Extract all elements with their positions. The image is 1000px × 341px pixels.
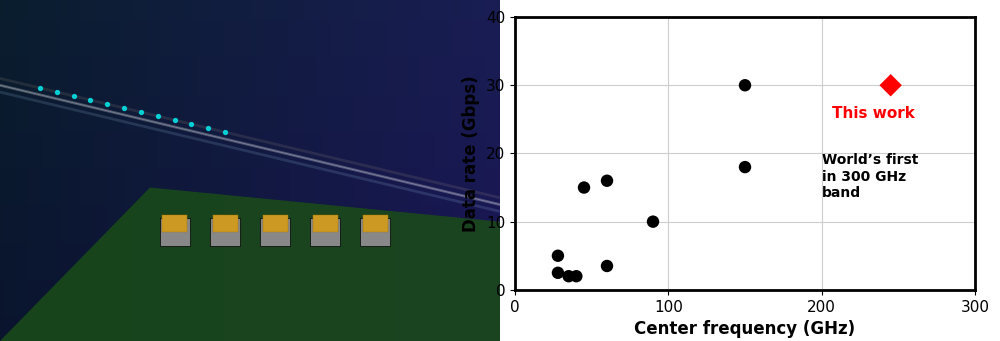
Bar (312, 215, 338, 232)
Bar (162, 215, 187, 232)
Point (737, 164, 753, 170)
Point (150, 113, 166, 119)
Bar (210, 218, 240, 246)
Bar (362, 215, 388, 232)
Bar (260, 218, 290, 246)
Bar (160, 218, 190, 246)
Text: World’s first
in 300 GHz
band: World’s first in 300 GHz band (822, 153, 918, 200)
Point (49, 89, 65, 95)
Point (568, 273, 584, 279)
Bar (360, 218, 390, 246)
Point (133, 109, 149, 115)
Bar (212, 215, 238, 232)
Point (599, 178, 615, 183)
Point (82, 97, 98, 103)
Point (550, 253, 566, 258)
Point (167, 117, 183, 123)
Point (599, 263, 615, 269)
Point (99, 101, 115, 107)
Point (66, 93, 82, 99)
Bar (262, 215, 288, 232)
Point (550, 270, 566, 276)
Point (200, 125, 216, 131)
Point (737, 83, 753, 88)
Point (183, 121, 199, 127)
Point (32, 85, 48, 91)
Bar (310, 218, 340, 246)
Point (116, 105, 132, 111)
Point (883, 83, 899, 88)
Polygon shape (0, 188, 500, 341)
Y-axis label: Data rate (Gbps): Data rate (Gbps) (462, 75, 480, 232)
X-axis label: Center frequency (GHz): Center frequency (GHz) (634, 320, 856, 338)
Text: This work: This work (832, 106, 915, 121)
Point (217, 129, 233, 135)
Point (561, 273, 577, 279)
Point (576, 185, 592, 190)
Point (645, 219, 661, 224)
